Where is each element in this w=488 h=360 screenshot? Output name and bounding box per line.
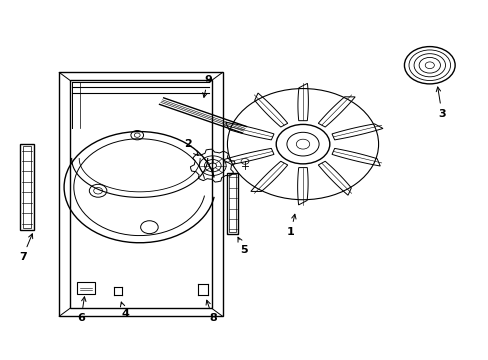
Text: 6: 6 bbox=[77, 297, 86, 323]
Text: 2: 2 bbox=[184, 139, 198, 156]
Text: 7: 7 bbox=[19, 234, 33, 262]
Text: 1: 1 bbox=[286, 214, 295, 237]
Text: 9: 9 bbox=[203, 75, 211, 97]
Text: 5: 5 bbox=[238, 237, 248, 255]
Text: 3: 3 bbox=[435, 87, 445, 119]
Text: 8: 8 bbox=[205, 300, 216, 323]
Text: 4: 4 bbox=[120, 302, 129, 319]
